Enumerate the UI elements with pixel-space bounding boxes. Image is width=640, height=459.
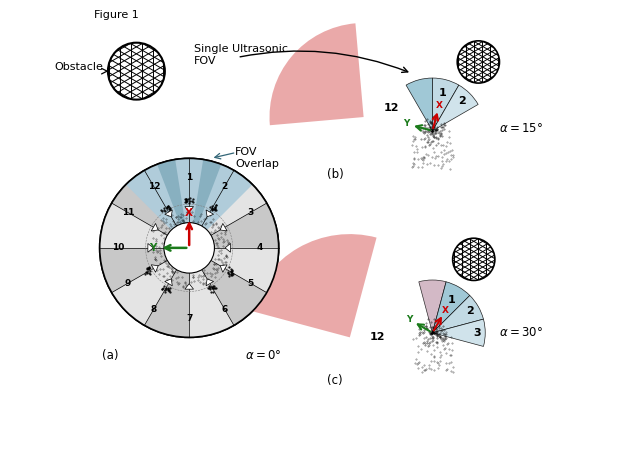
Wedge shape [166,158,212,248]
Wedge shape [189,248,278,293]
Polygon shape [164,279,172,286]
Wedge shape [433,319,485,347]
Polygon shape [220,224,227,231]
Polygon shape [185,284,193,289]
Text: X: X [185,207,193,218]
Polygon shape [151,265,158,272]
Text: (b): (b) [327,168,344,180]
Text: Y: Y [403,119,410,129]
Text: 1: 1 [447,295,455,305]
Text: FOV
Overlap: FOV Overlap [235,147,279,169]
Text: 1: 1 [439,88,447,98]
Text: 12: 12 [148,182,160,191]
Polygon shape [225,243,230,252]
Text: 8: 8 [151,304,157,313]
Wedge shape [433,85,478,131]
Text: Single Ultrasonic
FOV: Single Ultrasonic FOV [194,44,288,66]
Wedge shape [189,158,234,248]
Text: 10: 10 [113,243,125,252]
Polygon shape [185,207,193,212]
Wedge shape [189,162,252,248]
Text: 3: 3 [474,328,481,338]
Text: 9: 9 [125,279,131,288]
Wedge shape [145,248,189,337]
Wedge shape [111,248,189,325]
Wedge shape [419,280,446,333]
Wedge shape [189,170,267,248]
Text: 11: 11 [122,208,134,217]
Wedge shape [189,248,234,337]
Text: $\alpha = 0°$: $\alpha = 0°$ [244,349,281,362]
Text: $\alpha = 15°$: $\alpha = 15°$ [499,122,543,135]
Wedge shape [111,170,189,248]
Text: (c): (c) [327,374,342,387]
Wedge shape [189,159,221,248]
Wedge shape [189,248,267,325]
Text: X: X [436,101,443,110]
Circle shape [457,41,499,83]
Text: 4: 4 [257,243,263,252]
Text: 12: 12 [370,332,385,342]
Polygon shape [220,265,227,272]
Text: 2: 2 [221,182,228,191]
Circle shape [108,43,165,100]
Text: $\alpha = 30°$: $\alpha = 30°$ [499,326,543,339]
Text: 2: 2 [458,96,466,106]
Text: (a): (a) [102,349,118,362]
Wedge shape [250,234,376,337]
Text: Y: Y [406,315,412,324]
Text: 6: 6 [221,304,228,313]
Polygon shape [206,279,214,286]
Text: X: X [442,306,449,315]
Wedge shape [433,296,483,333]
Polygon shape [164,210,172,217]
Text: 3: 3 [247,208,253,217]
Text: Obstacle: Obstacle [54,62,103,72]
Circle shape [452,238,495,280]
Wedge shape [189,203,278,248]
Text: Figure 1: Figure 1 [94,10,139,20]
Wedge shape [126,162,189,248]
Wedge shape [100,248,189,293]
Polygon shape [151,224,158,231]
Wedge shape [406,78,433,131]
Text: 2: 2 [466,306,474,316]
Wedge shape [100,203,189,248]
Text: 5: 5 [247,279,253,288]
Wedge shape [433,282,470,333]
Wedge shape [145,158,189,248]
Text: 7: 7 [186,314,193,323]
Wedge shape [433,78,459,131]
Text: 12: 12 [383,103,399,113]
Polygon shape [148,243,154,252]
Text: 1: 1 [186,173,192,182]
Polygon shape [206,210,214,217]
Wedge shape [269,23,364,125]
Circle shape [100,158,278,337]
Circle shape [164,223,214,273]
Text: Y: Y [149,243,156,253]
Wedge shape [157,159,189,248]
